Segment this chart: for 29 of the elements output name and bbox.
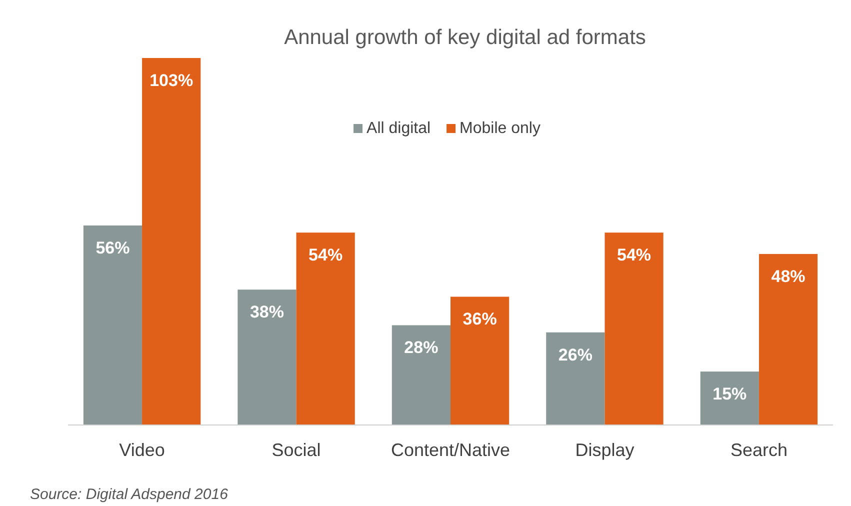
- data-label: 36%: [462, 310, 497, 329]
- data-label: 103%: [150, 71, 194, 90]
- x-tick-label: Video: [119, 440, 165, 460]
- bar: [83, 225, 142, 425]
- data-label: 38%: [250, 302, 284, 322]
- x-tick-label: Social: [272, 440, 321, 460]
- legend-label: Mobile only: [460, 120, 540, 137]
- data-label: 56%: [96, 238, 130, 258]
- bar: [450, 296, 510, 425]
- bar: [758, 254, 818, 425]
- data-label: 26%: [558, 345, 592, 364]
- data-label: 15%: [712, 384, 747, 404]
- bar: [238, 290, 296, 425]
- chart-title: Annual growth of key digital ad formats: [284, 26, 646, 49]
- data-label: 28%: [404, 338, 438, 358]
- x-tick-label: Search: [730, 440, 788, 460]
- bar: [700, 372, 759, 425]
- data-label: 54%: [308, 246, 343, 265]
- data-label: 54%: [617, 246, 652, 265]
- bar: [296, 232, 355, 425]
- x-tick-label: Content/Native: [390, 440, 510, 460]
- legend-label: All digital: [366, 120, 431, 137]
- data-label: 48%: [771, 266, 806, 286]
- bar: [142, 58, 201, 425]
- source-note: Source: Digital Adspend 2016: [30, 486, 229, 503]
- bar: [392, 325, 450, 425]
- bar: [604, 232, 664, 425]
- x-tick-label: Display: [575, 440, 634, 460]
- bar: [546, 332, 605, 425]
